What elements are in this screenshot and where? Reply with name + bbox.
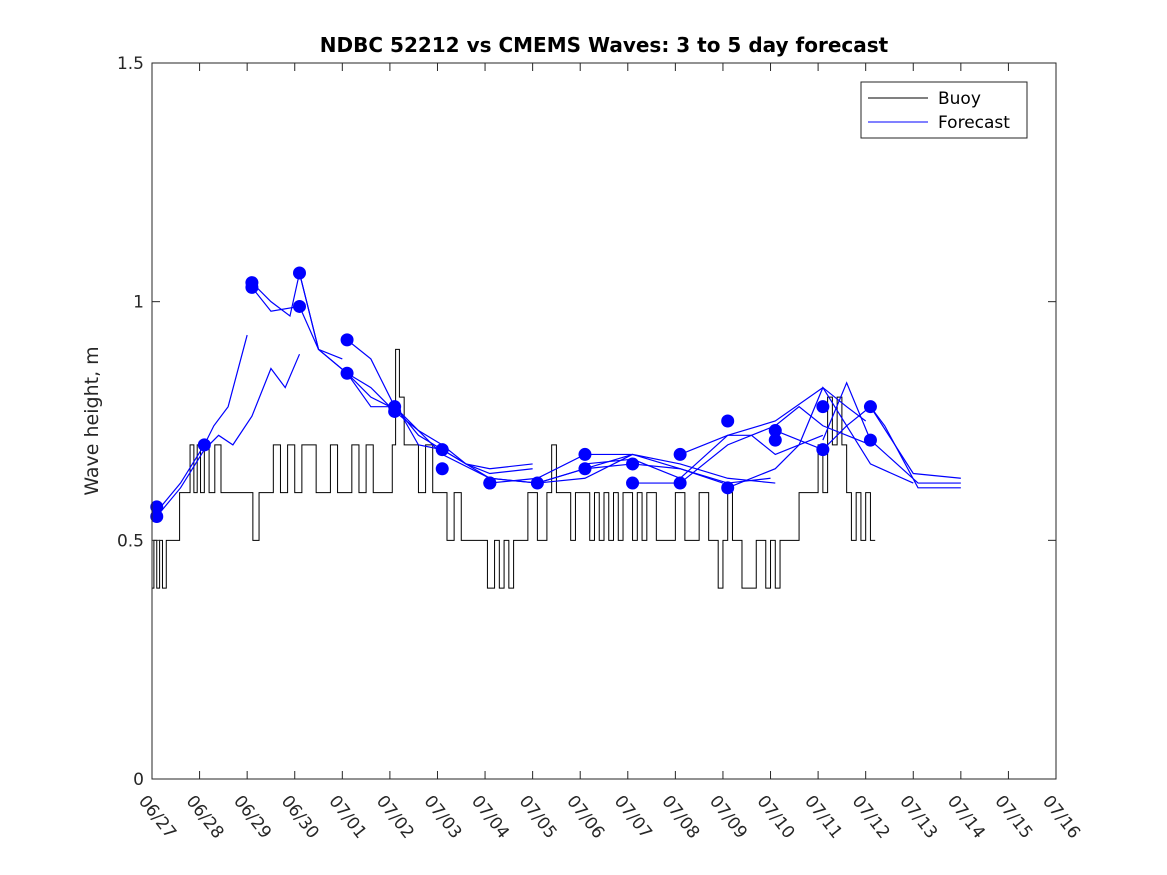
- forecast-run-line: [346, 372, 533, 475]
- y-tick-label: 0.5: [117, 531, 144, 551]
- forecast-point: [388, 404, 402, 418]
- x-tick-label: 07/09: [705, 792, 751, 843]
- forecast-point: [197, 438, 211, 452]
- forecast-point: [340, 333, 354, 347]
- forecast-point: [150, 509, 164, 523]
- plot-frame: [151, 62, 1057, 780]
- chart-title: NDBC 52212 vs CMEMS Waves: 3 to 5 day fo…: [320, 33, 889, 57]
- x-tick-label: 07/15: [990, 792, 1036, 843]
- legend-buoy-label: Buoy: [938, 89, 981, 109]
- forecast-run-line: [298, 272, 443, 451]
- y-tick-label: 0: [133, 770, 144, 790]
- x-tick-label: 06/27: [134, 792, 180, 843]
- series-layer: [152, 272, 961, 589]
- legend: Buoy Forecast: [860, 81, 1028, 139]
- forecast-point: [245, 280, 259, 294]
- forecast-point: [578, 447, 592, 461]
- x-tick-label: 07/06: [562, 792, 608, 843]
- forecast-point: [340, 366, 354, 380]
- forecast-run-line: [727, 386, 914, 489]
- forecast-run-line: [679, 386, 867, 455]
- marker-layer: [150, 266, 877, 523]
- legend-forecast-label: Forecast: [938, 113, 1010, 133]
- buoy-series-line: [152, 348, 876, 589]
- forecast-run-line: [251, 286, 343, 360]
- x-tick-label: 06/29: [229, 792, 275, 843]
- x-tick-label: 07/16: [1038, 792, 1084, 843]
- x-tick-label: 07/11: [800, 792, 846, 843]
- forecast-run-line: [251, 272, 395, 408]
- y-tick-label: 1: [133, 293, 144, 313]
- x-tick-label: 07/12: [848, 792, 894, 843]
- forecast-point: [768, 424, 782, 438]
- forecast-point: [292, 266, 306, 280]
- x-tick-label: 07/04: [467, 792, 513, 843]
- x-tick-label: 07/10: [753, 792, 799, 843]
- forecast-run-line: [775, 405, 961, 479]
- forecast-point: [530, 476, 544, 490]
- forecast-run-line: [537, 453, 776, 484]
- x-tick-label: 07/08: [657, 792, 703, 843]
- forecast-run-line: [156, 353, 301, 517]
- forecast-point: [578, 462, 592, 476]
- x-tick-label: 07/13: [895, 792, 941, 843]
- forecast-point: [816, 400, 830, 414]
- forecast-point: [816, 443, 830, 457]
- forecast-point: [863, 400, 877, 414]
- forecast-point: [626, 457, 640, 471]
- x-tick-label: 07/03: [420, 792, 466, 843]
- forecast-point: [673, 476, 687, 490]
- forecast-point: [292, 299, 306, 313]
- x-tick-label: 07/01: [324, 792, 370, 843]
- x-tick-label: 06/28: [182, 792, 228, 843]
- x-ticks: 06/27 06/28 06/29 06/30 07/01 07/02 07/03 07/04…: [134, 63, 1084, 843]
- forecast-run-line: [869, 406, 961, 489]
- x-tick-label: 07/05: [515, 792, 561, 843]
- y-tick-label: 1.5: [117, 54, 144, 74]
- x-tick-label: 07/14: [943, 792, 989, 843]
- forecast-run-line: [156, 334, 248, 513]
- forecast-point: [626, 476, 640, 490]
- forecast-point: [435, 443, 449, 457]
- y-axis-label: Wave height, m: [81, 346, 103, 495]
- forecast-point: [483, 476, 497, 490]
- x-tick-label: 06/30: [277, 792, 323, 843]
- forecast-point: [435, 462, 449, 476]
- forecast-point: [673, 447, 687, 461]
- x-tick-label: 07/07: [610, 792, 656, 843]
- forecast-point: [721, 414, 735, 428]
- y-ticks: 0 0.5 1 1.5: [117, 54, 1056, 790]
- forecast-point: [721, 481, 735, 495]
- forecast-run-line: [822, 381, 961, 484]
- legend-box: [860, 81, 1028, 139]
- forecast-point: [768, 433, 782, 447]
- x-tick-label: 07/02: [372, 792, 418, 843]
- forecast-point: [863, 433, 877, 447]
- forecast-point: [150, 500, 164, 514]
